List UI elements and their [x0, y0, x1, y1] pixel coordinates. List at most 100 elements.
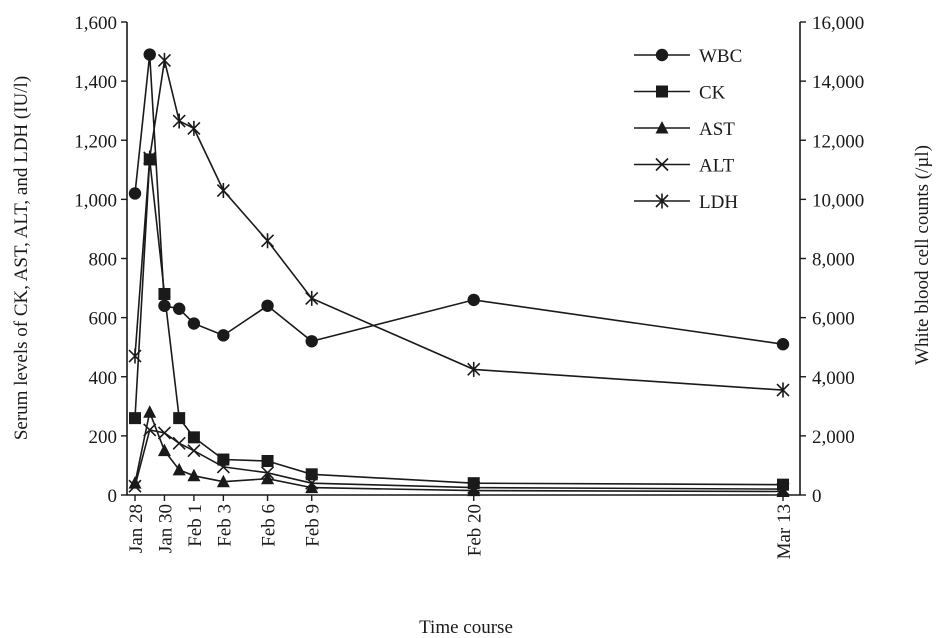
wbc-data-point [158, 299, 171, 312]
legend-label-alt: ALT [699, 156, 735, 177]
wbc-data-point [261, 299, 274, 312]
x-tick-label: Feb 9 [303, 504, 324, 547]
legend-label-ck: CK [699, 83, 726, 104]
x-tick-label: Jan 30 [155, 504, 176, 553]
series-ldh [128, 52, 790, 398]
left-y-tick-label: 600 [89, 309, 118, 330]
left-y-tick-label: 1,400 [74, 72, 117, 93]
ldh-data-point [216, 183, 230, 199]
alt-data-point [187, 444, 201, 458]
x-tick-label: Feb 3 [214, 504, 235, 547]
series-line-alt [134, 429, 784, 490]
left-y-tick-label: 200 [89, 427, 118, 448]
alt-data-point [172, 436, 186, 450]
ast-data-point [305, 480, 319, 494]
x-tick-label: Mar 13 [774, 504, 795, 559]
ldh-data-point [467, 361, 481, 377]
left-y-tick-label: 400 [89, 368, 118, 389]
series-line-ldh [134, 60, 784, 391]
x-axis-title: Time course [419, 617, 513, 638]
legend-label-ldh: LDH [699, 192, 738, 213]
legend-marker-ck [656, 85, 668, 98]
x-tick-label: Jan 28 [126, 504, 147, 553]
ck-data-point [129, 412, 141, 425]
ck-data-point [173, 412, 186, 425]
ast-data-point [467, 483, 481, 497]
series-layer [128, 48, 790, 497]
alt-data-point [216, 460, 230, 474]
ast-data-point [776, 484, 790, 497]
alt-data-point [776, 482, 790, 496]
ldh-data-point [143, 150, 157, 166]
alt-data-point [143, 423, 157, 437]
right-y-tick-label: 0 [812, 486, 822, 507]
wbc-data-point [187, 317, 201, 330]
right-y-tick-label: 14,000 [812, 72, 864, 93]
left-y-axis-title: Serum levels of CK, AST, ALT, and LDH (I… [11, 76, 32, 440]
ldh-data-point [187, 120, 201, 136]
left-y-tick-label: 800 [89, 250, 118, 271]
wbc-data-point [172, 302, 186, 315]
left-y-axis-ticks: 0 200 400 600 800 1,000 1,200 1,400 1,600 [74, 13, 127, 507]
ldh-data-point [157, 52, 172, 68]
ck-data-point [158, 287, 171, 300]
wbc-data-point [305, 335, 318, 348]
series-alt [128, 423, 790, 496]
ast-data-point [172, 462, 186, 476]
wbc-data-point [467, 293, 480, 307]
ck-data-point [217, 453, 230, 466]
legend-marker-ldh [655, 193, 669, 209]
right-y-axis-title: White blood cell counts (/µl) [912, 145, 933, 365]
right-y-tick-label: 10,000 [812, 190, 864, 211]
legend-label-ast: AST [699, 119, 735, 140]
ldh-data-point [260, 233, 275, 249]
x-tick-label: Feb 1 [185, 504, 206, 547]
legend-item-wbc: WBC [634, 46, 742, 67]
ck-data-point [261, 455, 274, 468]
series-line-ast [134, 409, 784, 493]
ast-data-point [216, 474, 230, 488]
series-line-ck [134, 159, 784, 486]
ldh-data-point [776, 382, 790, 398]
ldh-data-point [128, 348, 142, 364]
legend-label-wbc: WBC [699, 46, 742, 67]
wbc-data-point [217, 329, 230, 342]
legend-item-alt: ALT [634, 156, 735, 177]
x-axis-ticks: Jan 28 Jan 30 Feb 1 Feb 3 Feb 6 Feb 9 Feb 20 Ma… [126, 495, 795, 559]
left-y-tick-label: 1,600 [74, 13, 117, 34]
alt-data-point [128, 479, 142, 493]
legend-marker-alt [655, 157, 669, 172]
wbc-data-point [128, 187, 142, 200]
ast-data-point [143, 405, 157, 418]
legend-item-ast: AST [634, 119, 735, 140]
legend-item-ck: CK [634, 83, 726, 104]
wbc-data-point [143, 48, 156, 61]
right-y-tick-label: 4,000 [812, 368, 855, 389]
ck-data-point [467, 477, 480, 490]
legend-marker-ast [655, 121, 669, 134]
ast-data-point [187, 468, 201, 482]
legend: WBC CK AST ALT LDH [634, 46, 742, 213]
alt-data-point [260, 466, 275, 480]
ast-data-point [261, 471, 275, 485]
right-y-tick-label: 12,000 [812, 131, 864, 152]
ldh-data-point [172, 113, 186, 129]
right-y-tick-label: 2,000 [812, 427, 855, 448]
left-y-tick-label: 1,000 [74, 190, 117, 211]
x-tick-label: Feb 20 [465, 504, 486, 556]
right-y-axis-ticks: 0 2,000 4,000 6,000 8,000 10,000 12,000 14,000 1… [800, 13, 864, 507]
right-y-tick-label: 16,000 [812, 13, 864, 34]
x-tick-label: Feb 6 [259, 504, 280, 547]
ldh-data-point [305, 290, 319, 306]
ck-data-point [305, 468, 318, 481]
alt-data-point [305, 476, 319, 490]
ast-data-point [157, 443, 171, 457]
ck-data-point [187, 431, 200, 444]
legend-marker-wbc [655, 48, 669, 62]
right-y-tick-label: 6,000 [812, 309, 855, 330]
series-ck [129, 153, 789, 491]
left-y-tick-label: 0 [108, 486, 118, 507]
right-y-tick-label: 8,000 [812, 250, 855, 271]
wbc-data-point [776, 338, 790, 351]
